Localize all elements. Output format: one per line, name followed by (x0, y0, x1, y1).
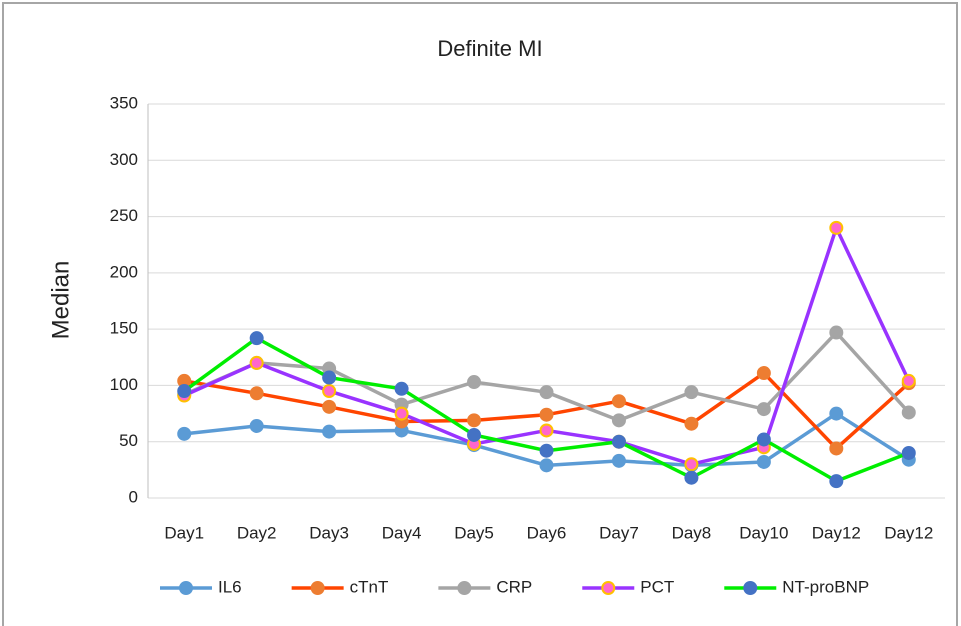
y-tick-label: 350 (110, 93, 138, 112)
x-tick-label: Day3 (309, 523, 349, 542)
y-tick-label: 150 (110, 319, 138, 338)
data-point (756, 366, 771, 381)
data-point (467, 413, 482, 428)
data-point (829, 325, 844, 340)
data-point (322, 424, 337, 439)
data-point (829, 441, 844, 456)
legend-label: NT-proBNP (782, 577, 869, 596)
y-tick-label: 300 (110, 150, 138, 169)
data-point (611, 453, 626, 468)
data-point (177, 384, 192, 399)
data-point (901, 445, 916, 460)
x-tick-label: Day4 (382, 523, 422, 542)
data-point (467, 375, 482, 390)
legend-marker (310, 581, 325, 595)
data-point (829, 474, 844, 489)
legend-marker (457, 581, 472, 595)
data-point (611, 434, 626, 449)
data-point (467, 427, 482, 442)
data-point (756, 432, 771, 447)
data-point (177, 426, 192, 441)
legend-label: CRP (496, 577, 532, 596)
data-point (901, 373, 916, 388)
data-point (539, 423, 554, 438)
x-tick-label: Day12 (884, 523, 933, 542)
data-point (249, 355, 264, 370)
y-tick-label: 200 (110, 262, 138, 281)
data-point (829, 220, 844, 235)
x-tick-label: Day1 (164, 523, 204, 542)
data-point (394, 381, 409, 396)
data-point (611, 413, 626, 428)
y-axis-label: Median (47, 261, 74, 340)
data-point (756, 454, 771, 469)
legend-label: IL6 (218, 577, 242, 596)
data-point (322, 370, 337, 385)
y-tick-label: 100 (110, 375, 138, 394)
data-point (684, 457, 699, 472)
data-point (684, 416, 699, 431)
legend-label: PCT (640, 577, 674, 596)
x-tick-label: Day12 (812, 523, 861, 542)
x-tick-label: Day2 (237, 523, 277, 542)
data-point (684, 470, 699, 485)
y-tick-label: 0 (129, 487, 138, 506)
legend-marker (179, 581, 193, 595)
data-point (756, 402, 771, 417)
x-tick-label: Day5 (454, 523, 494, 542)
data-point (829, 406, 844, 421)
data-point (684, 385, 699, 400)
y-tick-label: 50 (119, 431, 138, 450)
data-point (394, 406, 409, 421)
data-point (249, 386, 264, 401)
data-point (249, 418, 264, 433)
x-tick-label: Day8 (672, 523, 712, 542)
data-point (539, 458, 554, 473)
data-point (901, 405, 916, 420)
data-point (322, 384, 337, 399)
x-tick-label: Day10 (739, 523, 788, 542)
legend-marker (743, 581, 758, 595)
chart-title: Definite MI (437, 36, 542, 61)
data-point (539, 443, 554, 458)
y-tick-label: 250 (110, 206, 138, 225)
legend-label: cTnT (350, 577, 389, 596)
data-point (539, 385, 554, 400)
data-point (322, 399, 337, 414)
data-point (249, 331, 264, 346)
data-point (611, 394, 626, 409)
x-tick-label: Day7 (599, 523, 639, 542)
x-tick-label: Day6 (527, 523, 567, 542)
data-point (539, 407, 554, 422)
legend-marker (601, 581, 616, 595)
